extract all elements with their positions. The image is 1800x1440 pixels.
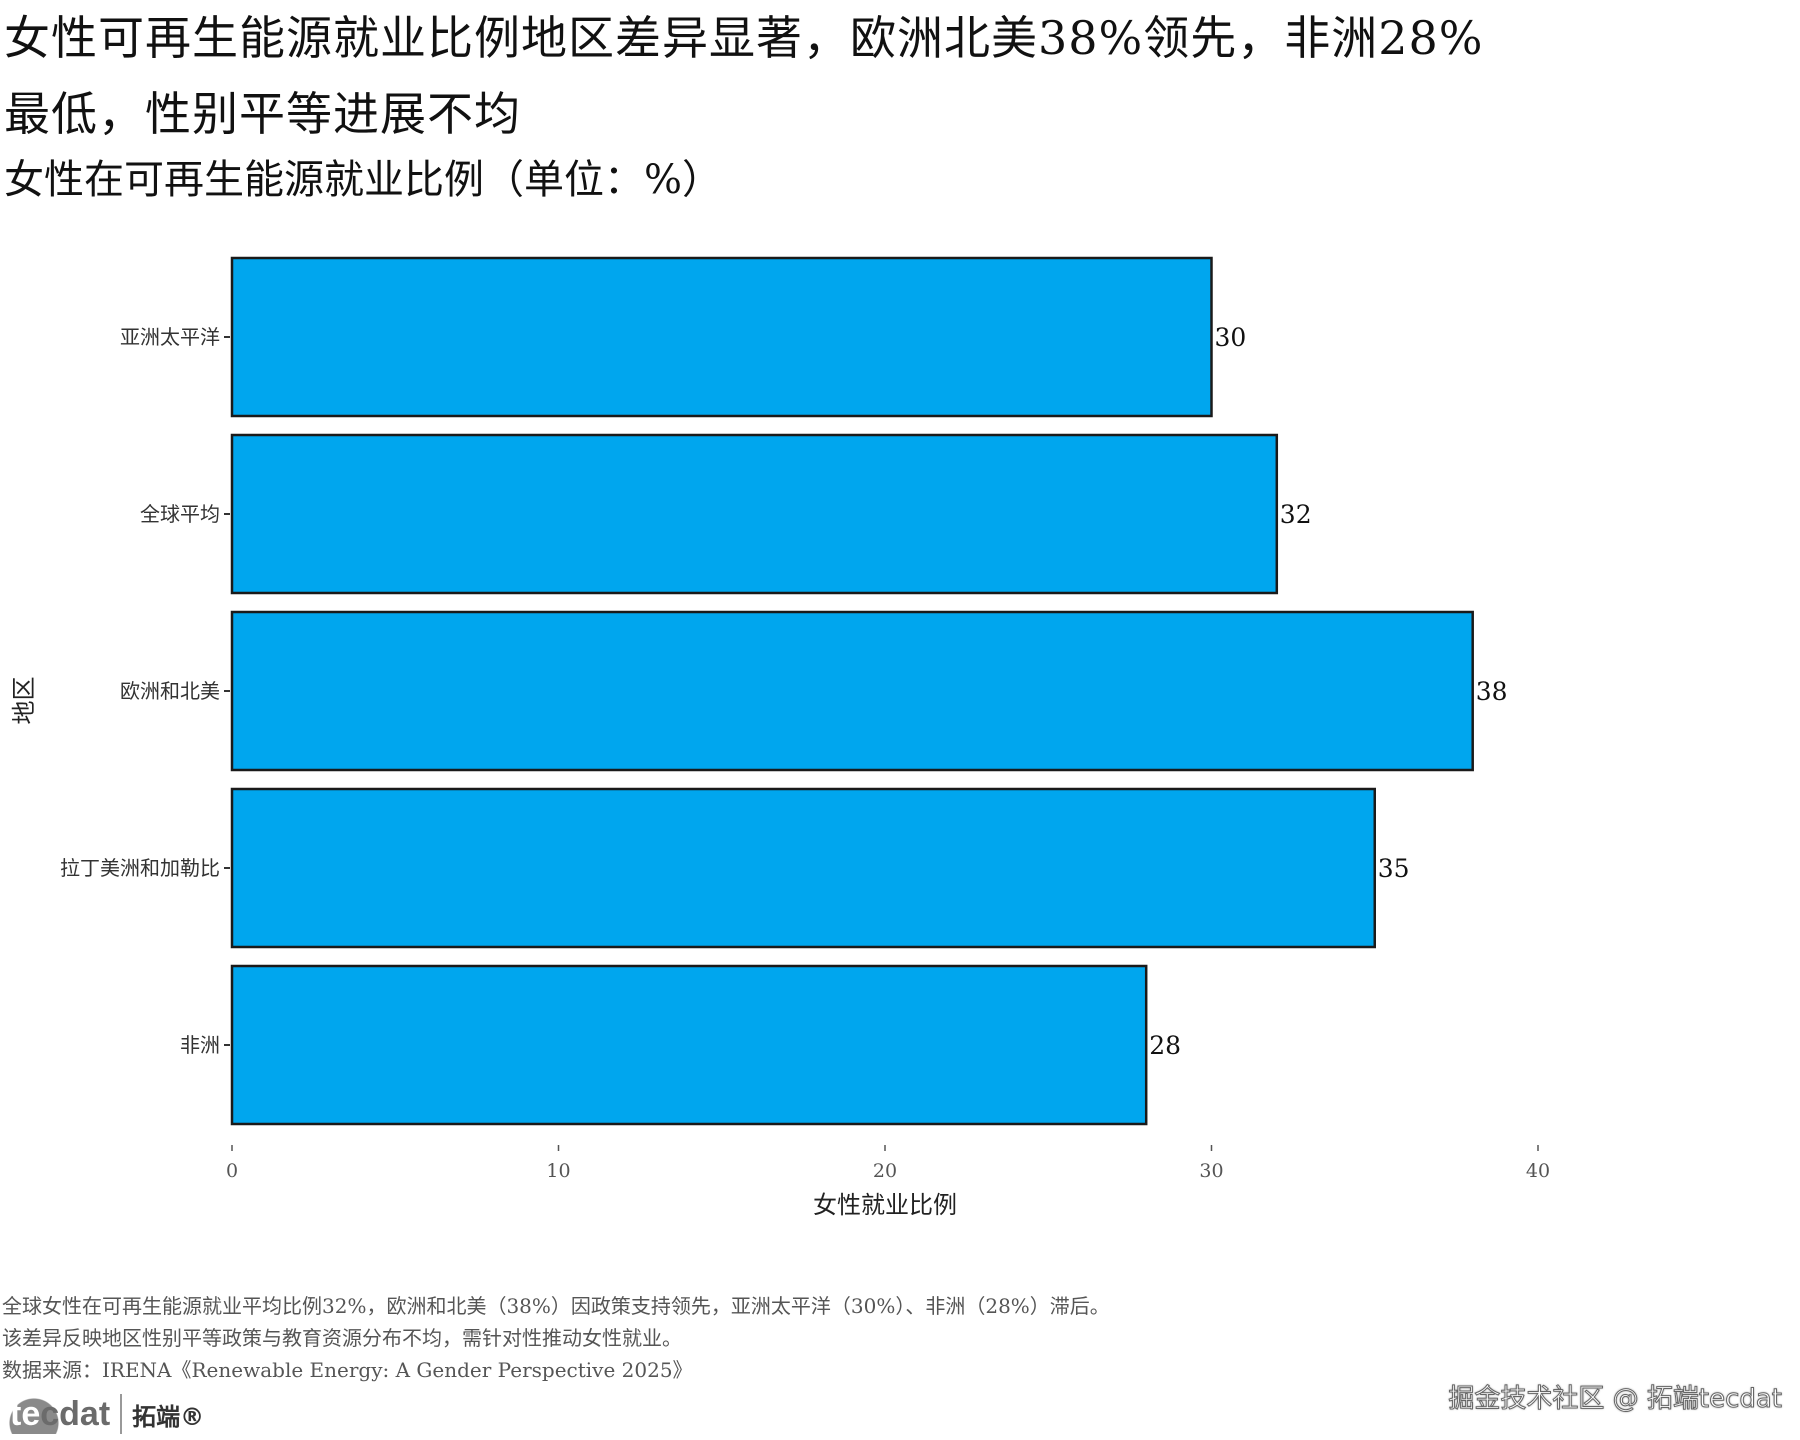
logo-mark: tecdat	[4, 1394, 111, 1434]
watermark: 掘金技术社区 @ 拓端tecdat	[1448, 1384, 1783, 1415]
y-tick-label: 全球平均	[140, 502, 220, 526]
y-tick-label: 非洲	[180, 1033, 220, 1057]
data-label: 32	[1280, 500, 1312, 529]
data-label: 30	[1215, 323, 1247, 352]
bar	[230, 610, 1474, 772]
x-axis-title: 女性就业比例	[813, 1191, 957, 1219]
bar	[230, 964, 1148, 1126]
bar	[230, 433, 1279, 595]
x-tick-label: 40	[1526, 1160, 1550, 1182]
y-tick-label: 拉丁美洲和加勒比	[60, 856, 220, 880]
bars-group: 30 32 38 35 28	[230, 256, 1508, 1126]
note-line-2: 该差异反映地区性别平等政策与教育资源分布不均，需针对性推动女性就业。	[2, 1326, 682, 1350]
data-label: 28	[1149, 1031, 1181, 1060]
x-tick-label: 0	[226, 1160, 238, 1182]
brand-logo: tecdat 拓端®	[4, 1388, 204, 1440]
logo-text: 拓端®	[132, 1402, 205, 1431]
y-tick-label: 欧洲和北美	[120, 679, 220, 703]
data-label: 35	[1378, 854, 1410, 883]
data-source: 数据来源：IRENA《Renewable Energy: A Gender Pe…	[2, 1358, 693, 1382]
x-tick-label: 10	[546, 1160, 570, 1182]
data-label: 38	[1476, 677, 1508, 706]
x-tick-label: 30	[1199, 1160, 1223, 1182]
x-tick-labels: 0 10 20 30 40	[226, 1145, 1550, 1182]
chart-title: 女性可再生能源就业比例地区差异显著，欧洲北美38%领先，非洲28%最低，性别平等…	[4, 11, 1484, 141]
bar	[230, 256, 1213, 418]
chart-subtitle: 女性在可再生能源就业比例（单位：%）	[4, 157, 723, 203]
note-line-1: 全球女性在可再生能源就业平均比例32%，欧洲和北美（38%）因政策支持领先，亚洲…	[2, 1294, 1110, 1318]
bar	[230, 787, 1376, 949]
y-axis-title: 地区	[10, 677, 38, 725]
y-tick-label: 亚洲太平洋	[120, 325, 220, 349]
chart-notes: 全球女性在可再生能源就业平均比例32%，欧洲和北美（38%）因政策支持领先，亚洲…	[2, 1290, 1110, 1386]
logo-divider	[120, 1394, 123, 1434]
x-tick-label: 20	[873, 1160, 897, 1182]
